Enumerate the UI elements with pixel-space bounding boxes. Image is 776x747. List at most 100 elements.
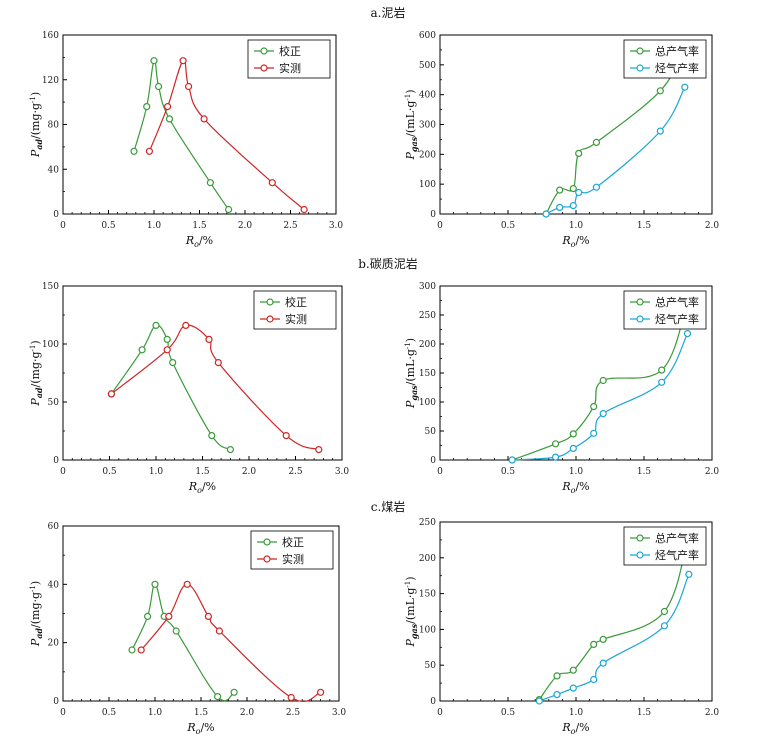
chart-a-left: 0 0.5 1.0 1.5 2.0 2.5 3.0 0 40 80 120 160 Pad/(mg·g-…	[29, 31, 343, 249]
data-point	[152, 321, 160, 329]
x-tick-label: 1.0	[569, 467, 584, 477]
x-tick-label: 0	[437, 467, 443, 477]
data-point	[163, 335, 171, 343]
legend-label: 总产气率	[655, 44, 699, 58]
data-point	[130, 147, 138, 155]
data-point	[206, 179, 214, 187]
legend	[623, 39, 707, 79]
y-tick-label: 100	[42, 340, 59, 350]
x-tick-label: 1.0	[147, 221, 162, 231]
data-point	[138, 346, 146, 354]
chart-a-right: 0 0.5 1.0 1.5 2.0 0 100 200 300 400 500 600 Pgas/(mL…	[404, 31, 719, 249]
y-axis-label: Pad/(mg·g-1)	[29, 340, 44, 406]
series-line-2	[545, 86, 686, 215]
chart-b-left: 0 0.5 1.0 1.5 2.0 2.5 3.0 0 50 100 150 Pad/(mg·g-1)…	[29, 282, 349, 495]
data-point	[151, 580, 159, 588]
series-line-2	[148, 59, 305, 210]
series-line-2	[111, 324, 320, 451]
legend-swatch-marker	[636, 534, 644, 542]
data-point	[590, 640, 598, 649]
data-point	[107, 390, 116, 398]
x-tick-label: 2.5	[283, 221, 298, 231]
x-tick-label: 2.5	[286, 708, 301, 718]
x-axis-label: Ro/%	[186, 721, 214, 736]
legend	[253, 290, 337, 330]
x-tick-label: 0.5	[501, 221, 516, 231]
series-line-1	[110, 324, 231, 451]
y-tick-label: 100	[419, 398, 436, 408]
y-tick-label: 300	[419, 282, 436, 292]
y-tick-label: 100	[419, 625, 436, 635]
legend-swatch-marker	[636, 64, 644, 72]
x-tick-label: 2.0	[238, 221, 253, 231]
legend-label: 校正	[279, 44, 301, 58]
data-point	[163, 346, 171, 354]
data-point	[569, 444, 577, 452]
x-tick-label: 2.0	[240, 708, 255, 718]
y-tick-label: 150	[419, 590, 436, 600]
y-tick-label: 600	[419, 31, 436, 41]
y-tick-label: 0	[430, 210, 436, 220]
data-point	[179, 57, 187, 65]
data-point	[300, 205, 308, 214]
legend	[250, 530, 334, 570]
legend-label: 烃气产率	[655, 548, 699, 562]
legend-swatch-marker	[263, 555, 271, 563]
data-point	[155, 82, 163, 91]
data-point	[204, 612, 212, 621]
data-point	[660, 622, 669, 630]
legend-swatch-marker	[636, 298, 644, 306]
data-point	[685, 570, 693, 578]
data-point	[226, 446, 234, 454]
data-point	[681, 83, 689, 91]
x-tick-label: 0.5	[501, 708, 516, 718]
legend-swatch-marker	[260, 64, 268, 72]
y-tick-label: 500	[419, 61, 436, 71]
y-axis-label: Pad/(mg·g-1)	[29, 581, 44, 647]
data-point	[590, 403, 598, 411]
series-line-2	[512, 333, 689, 461]
y-tick-label: 120	[42, 76, 59, 86]
data-point	[150, 57, 158, 65]
data-point	[128, 646, 136, 654]
x-tick-label: 0.5	[102, 708, 117, 718]
y-tick-label: 0	[430, 697, 436, 707]
data-point	[592, 138, 601, 146]
data-point	[658, 366, 666, 374]
legend-swatch-marker	[636, 551, 644, 559]
series-line-2	[539, 574, 690, 702]
y-tick-label: 80	[48, 121, 60, 131]
y-tick-label: 50	[48, 398, 60, 408]
data-point	[268, 179, 276, 187]
data-point	[542, 210, 550, 218]
x-axis-label: Ro/%	[188, 480, 216, 495]
x-axis-label: Ro/%	[561, 721, 589, 736]
data-point	[599, 376, 607, 385]
y-tick-label: 100	[419, 180, 436, 190]
y-tick-label: 40	[48, 165, 60, 175]
series-line-1	[133, 59, 230, 210]
x-tick-label: 3.0	[335, 467, 350, 477]
data-point	[656, 127, 664, 135]
data-point	[508, 456, 516, 464]
y-tick-label: 150	[419, 369, 436, 379]
x-tick-label: 1.5	[194, 708, 209, 718]
legend	[623, 526, 707, 566]
x-tick-label: 2.0	[705, 221, 720, 231]
data-point	[569, 185, 577, 193]
x-tick-label: 1.0	[569, 221, 584, 231]
legend-swatch-marker	[636, 315, 644, 323]
legend-label: 烃气产率	[655, 312, 699, 326]
data-point	[660, 607, 669, 616]
y-tick-label: 20	[48, 639, 60, 649]
chart-c-right: 0 0.5 1.0 1.5 2.0 0 50 100 150 200 250 Pgas/(mL·g-1…	[404, 518, 719, 736]
legend-label: 总产气率	[655, 531, 699, 545]
x-axis-label: Ro/%	[185, 234, 213, 249]
y-axis-label: Pgas/(mL·g-1)	[404, 576, 419, 647]
y-tick-label: 50	[425, 661, 437, 671]
y-axis-label: Pgas/(mL·g-1)	[404, 338, 419, 409]
data-point	[553, 690, 561, 699]
x-tick-label: 1.0	[149, 467, 164, 477]
x-tick-label: 0.5	[102, 467, 117, 477]
data-point	[317, 688, 325, 696]
